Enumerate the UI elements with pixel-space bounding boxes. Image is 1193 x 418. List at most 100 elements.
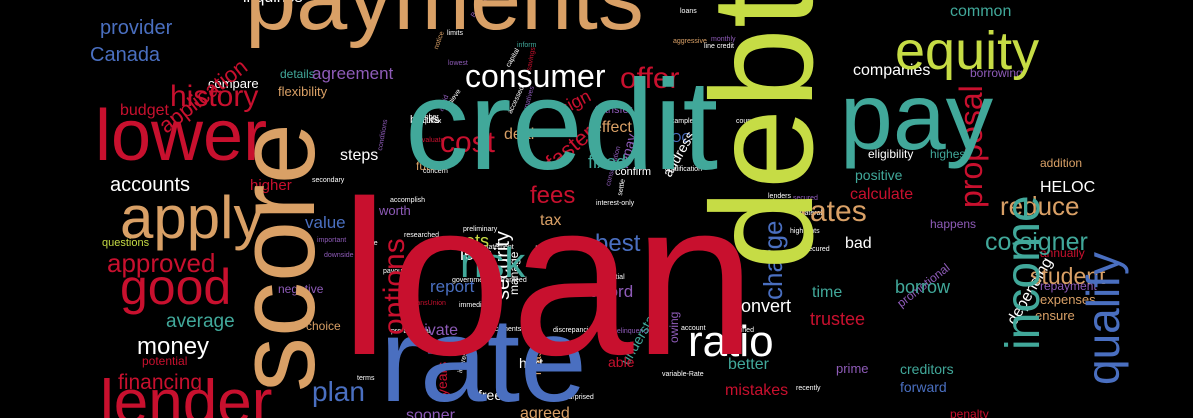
word-common: common [950,3,1012,20]
word-lender: lender [100,368,273,418]
word-transfer: transfer [595,104,633,116]
word-good: good [120,259,232,315]
word-accounts: accounts [110,174,191,196]
word-repayment: repayment [1040,279,1097,293]
word-delinquencies: delinquencies [613,328,656,335]
word-forward: forward [900,379,947,395]
word-choice: choice [306,319,341,333]
word-ratio: ratio [688,317,774,366]
word-surprised: surprised [565,394,594,401]
word-statement: statement [483,244,514,251]
word-steps: steps [340,147,379,164]
word-immediately: immediately [459,302,497,309]
word-qualification: qualification [665,166,702,173]
word-equifax: Equifax [418,118,442,125]
word-signed: signed [755,90,776,97]
word-loans: loans [680,8,697,15]
word-preliminary: preliminary [463,226,498,233]
word-rate: rate [380,293,587,418]
word-example: example [667,118,694,125]
word-defined: defined [731,327,754,334]
word-student: student [1030,263,1106,289]
word-transunion: TransUnion [410,300,446,307]
word-creditors: creditors [900,361,954,377]
word-collateral: collateral [794,210,823,217]
word-tax: tax [540,212,562,229]
word-concern: concern [423,168,448,175]
word-equity: equity [895,21,1040,81]
word-heloc: HELOC [1040,179,1096,196]
word-provider: provider [100,17,173,39]
word-average: average [166,311,235,332]
word-discrepancies: discrepancies [553,327,596,334]
word-plan: plan [312,376,365,407]
word-hurt: hurt [519,355,544,371]
word-report: report [430,277,475,296]
word-less: less [460,244,493,264]
word-evaluate: evaluate [418,137,445,144]
word-assets: assets [437,231,490,251]
word-compare: compare [208,76,259,91]
word-negative: negative [278,282,324,296]
word-mistakes: mistakes [725,382,789,399]
word-free: free [478,387,503,403]
word-private: private [410,322,459,339]
word-loc: LOC [664,130,691,145]
word-income: income [997,195,1050,350]
word-highest: highest [930,147,969,161]
word-qualify: qualify [1077,252,1129,385]
word-apply: apply [120,184,264,251]
word-trustee: trustee [810,309,866,329]
word-reduce: reduce [1000,191,1080,221]
word-history: history [170,80,259,113]
word-sooner: sooner [406,407,455,418]
word-score: score [215,123,338,392]
word-payouts: payouts [383,268,408,275]
word-expenses: expenses [1040,292,1096,307]
word-prime: prime [836,361,869,376]
word-terms: terms [357,375,375,382]
word-important: important [317,237,347,244]
word-potential: potential [142,354,188,368]
word-cost: cost [440,126,496,159]
word-aggressive: aggressive [673,38,707,45]
word-inquiries: inquiries [243,0,303,6]
word-lenders: lenders [768,193,791,200]
word-canada: Canada [90,44,161,66]
word-best: best [595,230,641,257]
word-variable-rate: variable-Rate [662,371,704,378]
word-worth: worth [379,203,411,218]
word-inform: inform [517,42,537,49]
word-borrowing: borrowing [970,66,1023,80]
word-happens: happens [930,217,977,231]
word-details: details [280,67,315,81]
word-pre-approval: pre-approval [391,328,431,335]
word-government-guaranteed: government-guaranteed [452,277,527,284]
word-credit: credit [405,54,718,197]
word-conditions: conditions [377,118,390,152]
word-highlights: highlights [790,228,820,235]
word-researched: researched [404,232,440,239]
word-monthly: monthly [711,36,736,43]
word-line-credit: line credit [704,43,734,50]
word-time: time [812,284,843,301]
word-number: number [415,114,439,121]
word-better: better [728,356,769,373]
word-rates: rates [800,195,867,228]
word-lowest: lowest [448,60,468,67]
word-account: account [681,325,706,332]
word-principal: principal [443,343,470,350]
word-banks: banks [410,114,440,126]
word-bad: bad [845,235,872,252]
word-fixed: fixed [588,152,627,172]
word-questions: questions [102,237,150,249]
word-unsecured: unsecured [797,246,830,253]
word-documents: documents [487,326,522,333]
word-money: money [137,333,210,360]
word-financing: financing [118,371,203,394]
word-future: future [416,159,447,173]
word-downside: downside [324,252,354,259]
word-value: value [305,213,346,232]
word-secured: secured [793,195,818,202]
